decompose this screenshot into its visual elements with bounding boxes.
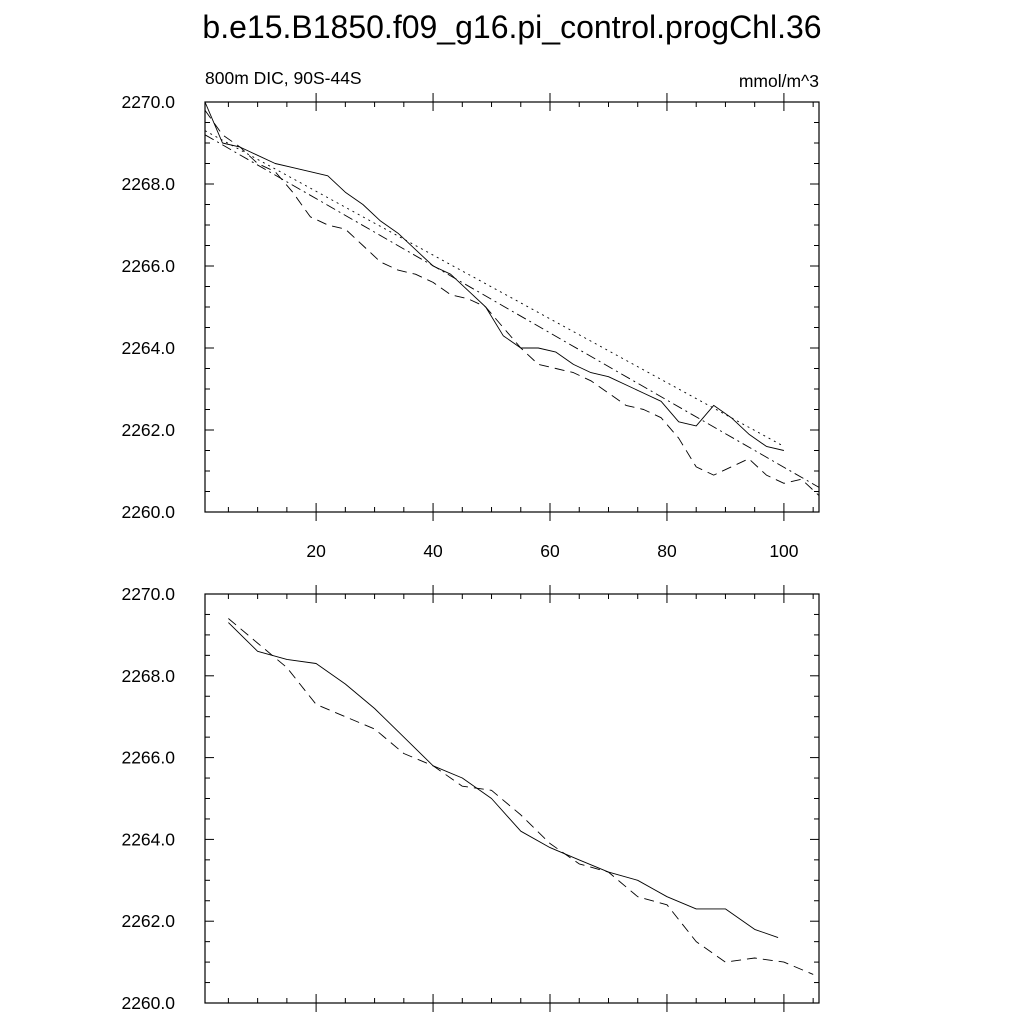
top-panel-left-label: 800m DIC, 90S-44S	[205, 68, 362, 88]
p0-x-tick-label: 20	[306, 541, 326, 561]
p1-series-solid-smoothed	[228, 622, 779, 939]
p1-series-dashed-smoothed	[228, 618, 814, 975]
p0-y-tick-label: 2266.0	[121, 256, 175, 276]
p0-y-tick-label: 2270.0	[121, 92, 175, 112]
p0-series-solid-annual	[204, 101, 785, 451]
p1-y-tick-label: 2260.0	[121, 993, 175, 1013]
p0-series-solid-trend	[204, 130, 785, 447]
top-panel: 800m DIC, 90S-44S mmol/m^3 2260.0 2262.0 2…	[121, 68, 820, 561]
p0-series-dashed-annual	[204, 109, 820, 496]
p0-x-tick-label: 40	[423, 541, 443, 561]
p1-y-tick-label: 2266.0	[121, 748, 175, 768]
p0-y-tick-label: 2260.0	[121, 502, 175, 522]
p1-plot-frame	[204, 593, 820, 1004]
p1-y-tick-label: 2268.0	[121, 666, 175, 686]
p0-x-tick-label: 100	[769, 541, 798, 561]
p0-plot-frame	[204, 101, 820, 513]
top-panel-units-label: mmol/m^3	[739, 71, 819, 91]
p0-series-dashed-trend	[204, 134, 820, 488]
p1-y-tick-label: 2262.0	[121, 911, 175, 931]
bottom-panel: 2260.0 2262.0 2264.0 2266.0 2268.0 2270.0	[121, 584, 820, 1013]
p0-x-tick-label: 60	[540, 541, 560, 561]
p0-y-tick-label: 2268.0	[121, 174, 175, 194]
page-title: b.e15.B1850.f09_g16.pi_control.progChl.3…	[202, 9, 821, 45]
p0-y-tick-label: 2264.0	[121, 338, 175, 358]
p1-y-tick-label: 2264.0	[121, 829, 175, 849]
p0-y-tick-label: 2262.0	[121, 420, 175, 440]
p0-x-tick-label: 80	[657, 541, 677, 561]
p1-y-tick-label: 2270.0	[121, 584, 175, 604]
